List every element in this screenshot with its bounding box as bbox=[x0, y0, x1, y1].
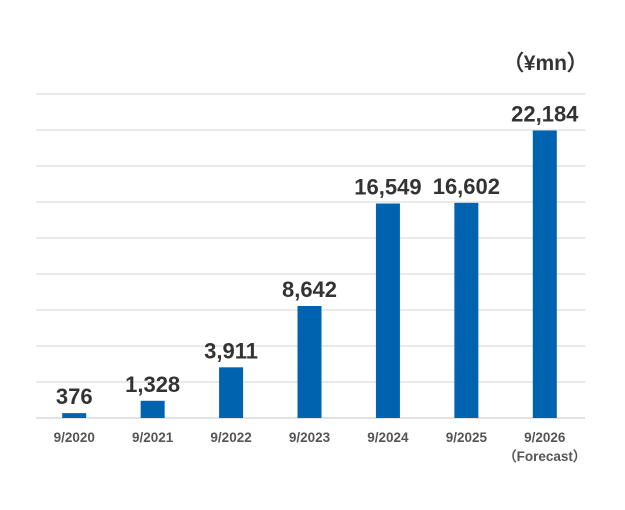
bar-9/2026 bbox=[532, 130, 557, 418]
x-tick-label: 9/2020 bbox=[54, 430, 95, 445]
bar-9/2023 bbox=[297, 305, 322, 418]
bar-9/2025 bbox=[454, 202, 479, 418]
data-label: 3,911 bbox=[204, 338, 258, 363]
data-label: 8,642 bbox=[282, 277, 337, 302]
x-tick-label: 9/2021 bbox=[132, 430, 174, 445]
x-tick-label: 9/2023 bbox=[289, 430, 331, 445]
data-label: 1,328 bbox=[125, 372, 180, 397]
x-tick-label: 9/2022 bbox=[210, 430, 251, 445]
x-tick-label: 9/2025 bbox=[446, 430, 488, 445]
x-tick-label: 9/2026 bbox=[524, 430, 566, 445]
data-label: 16,549 bbox=[354, 175, 421, 200]
x-tick-label: 9/2024 bbox=[367, 430, 409, 445]
data-label: 376 bbox=[56, 384, 93, 409]
unit-label: （¥mn） bbox=[503, 51, 588, 75]
data-label: 16,602 bbox=[433, 174, 500, 199]
bar-9/2020 bbox=[62, 413, 87, 418]
data-label: 22,184 bbox=[511, 101, 579, 126]
bar-9/2024 bbox=[375, 203, 400, 418]
x-tick-sublabel: （Forecast） bbox=[503, 449, 586, 464]
bar-9/2021 bbox=[140, 400, 165, 418]
bar-9/2022 bbox=[219, 367, 244, 418]
